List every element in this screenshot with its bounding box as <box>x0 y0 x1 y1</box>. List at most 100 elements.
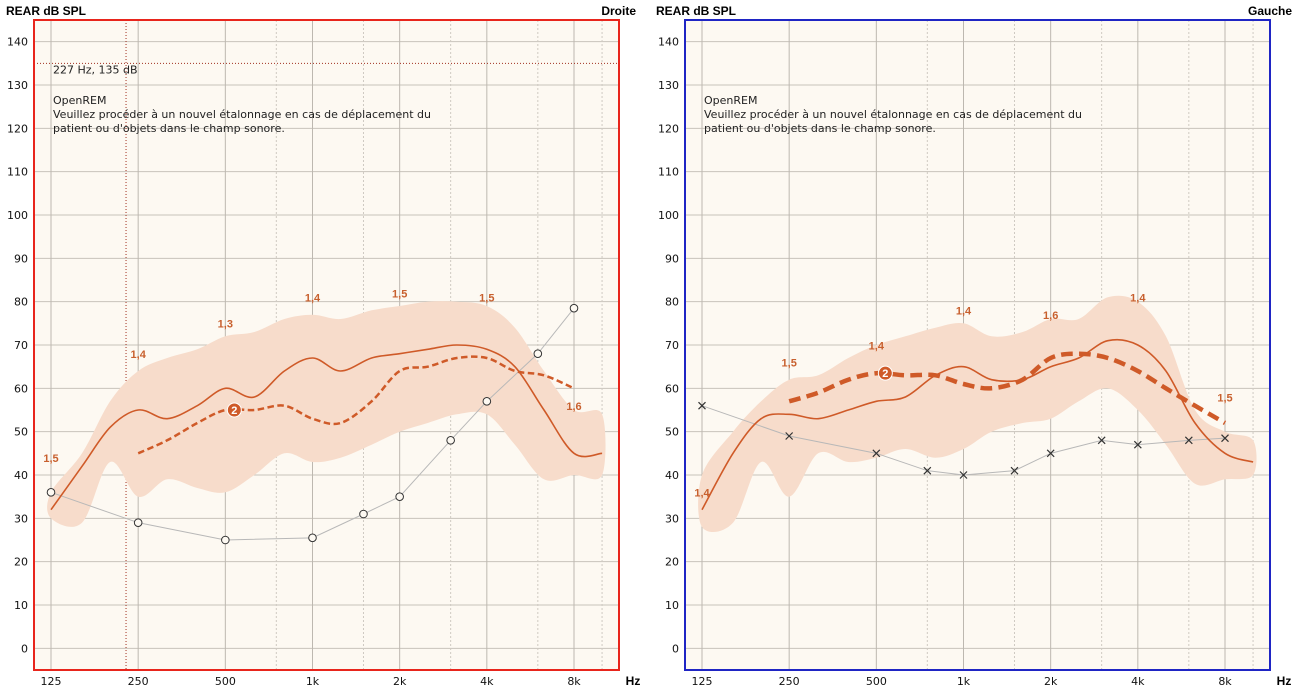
threshold-point <box>698 401 706 410</box>
threshold-point <box>872 449 881 458</box>
x-tick-label: 125 <box>41 675 62 688</box>
threshold-cross-stroke <box>1010 466 1019 475</box>
target-range-band <box>698 295 1257 533</box>
data-label: 1,5 <box>43 453 58 465</box>
y-tick-label: 60 <box>665 382 679 395</box>
threshold-point <box>1184 436 1193 445</box>
y-tick-label: 140 <box>658 36 679 49</box>
y-tick-label: 110 <box>658 166 679 179</box>
plot-frame <box>684 19 1271 671</box>
y-tick-label: 50 <box>14 426 28 439</box>
curve-marker <box>226 402 242 418</box>
x-tick-label: 4k <box>1131 675 1145 688</box>
data-label: 1,5 <box>782 358 797 370</box>
data-label: 1,5 <box>392 288 407 300</box>
curve-marker-label: 2 <box>231 405 237 417</box>
threshold-point <box>923 466 932 475</box>
y-tick-label: 10 <box>14 599 28 612</box>
y-tick-label: 90 <box>665 252 679 265</box>
data-label: 1,4 <box>131 349 147 361</box>
x-unit-label: Hz <box>626 674 641 688</box>
y-tick-label: 80 <box>665 296 679 309</box>
threshold-point <box>482 397 492 406</box>
threshold-point <box>1133 440 1142 449</box>
y-tick-label: 70 <box>665 339 679 352</box>
plot-frame <box>33 19 620 671</box>
measured-curve <box>701 338 1254 511</box>
chart-title: REAR dB SPL <box>6 4 86 18</box>
threshold-point <box>395 492 404 501</box>
threshold-cross-stroke <box>785 432 794 440</box>
x-tick-label: 250 <box>779 675 800 688</box>
y-tick-label: 80 <box>14 296 28 309</box>
threshold-point <box>46 488 56 497</box>
threshold-point <box>1221 434 1229 443</box>
cursor-readout: 227 Hz, 135 dB <box>53 63 138 76</box>
threshold-cross-stroke <box>1133 440 1142 449</box>
y-tick-label: 50 <box>665 426 679 439</box>
y-tick-label: 100 <box>658 209 679 222</box>
threshold-cross-stroke <box>923 466 932 475</box>
threshold-cross-stroke <box>698 401 706 410</box>
threshold-point <box>1097 436 1106 445</box>
x-tick-label: 125 <box>692 675 713 688</box>
side-label: Droite <box>601 4 636 18</box>
threshold-point <box>133 518 143 527</box>
target-curve <box>788 351 1227 425</box>
y-tick-label: 30 <box>665 512 679 525</box>
threshold-point <box>569 303 579 313</box>
threshold-point <box>221 535 230 545</box>
calibration-note-line: patient ou d'objets dans le champ sonore… <box>53 122 285 135</box>
calibration-note-line: Veuillez procéder à un nouvel étalonnage… <box>53 108 431 121</box>
threshold-cross-stroke <box>959 471 968 479</box>
y-tick-label: 70 <box>14 339 28 352</box>
threshold-cross-stroke <box>1184 436 1193 445</box>
calibration-note-line: OpenREM <box>53 94 106 107</box>
chart-title: REAR dB SPL <box>656 4 736 18</box>
x-tick-label: 1k <box>306 675 320 688</box>
x-tick-label: 2k <box>1044 675 1058 688</box>
y-tick-label: 60 <box>14 382 28 395</box>
x-tick-label: 1k <box>957 675 971 688</box>
chart-panel-right: REAR dB SPL Droite14013012011010090807060… <box>6 4 640 688</box>
y-tick-label: 120 <box>658 122 679 135</box>
target-curve <box>137 355 575 455</box>
y-tick-label: 20 <box>665 556 679 569</box>
data-label: 1,3 <box>218 319 233 331</box>
curve-marker <box>877 365 893 381</box>
threshold-point <box>446 436 455 445</box>
y-tick-label: 10 <box>665 599 679 612</box>
data-label: 1,4 <box>956 306 972 318</box>
threshold-point <box>533 349 543 358</box>
y-tick-label: 30 <box>14 512 28 525</box>
threshold-cross-stroke <box>872 449 881 458</box>
chart-panel-left: REAR dB SPL Gauche14013012011010090807060… <box>656 4 1292 688</box>
x-tick-label: 250 <box>128 675 149 688</box>
data-label: 1,5 <box>479 293 494 305</box>
threshold-point <box>959 471 968 479</box>
threshold-cross-stroke <box>1046 449 1055 458</box>
y-tick-label: 110 <box>7 166 28 179</box>
side-label: Gauche <box>1248 4 1292 18</box>
data-label: 1,4 <box>869 340 885 352</box>
threshold-point <box>1010 466 1019 475</box>
calibration-note-line: OpenREM <box>704 94 757 107</box>
calibration-note-line: Veuillez procéder à un nouvel étalonnage… <box>704 108 1082 121</box>
x-tick-label: 2k <box>393 675 407 688</box>
data-label: 1,5 <box>1217 392 1232 404</box>
calibration-note-line: patient ou d'objets dans le champ sonore… <box>704 122 936 135</box>
curve-marker-label: 2 <box>882 368 888 380</box>
x-tick-label: 500 <box>866 675 887 688</box>
x-tick-label: 4k <box>480 675 494 688</box>
y-tick-label: 130 <box>658 79 679 92</box>
x-unit-label: Hz <box>1277 674 1292 688</box>
y-tick-label: 0 <box>672 642 679 655</box>
threshold-point <box>359 509 368 519</box>
threshold-point <box>785 432 794 440</box>
threshold-point <box>308 533 317 543</box>
x-tick-label: 8k <box>567 675 581 688</box>
data-label: 1,4 <box>694 488 710 500</box>
x-tick-label: 500 <box>215 675 236 688</box>
y-tick-label: 0 <box>21 642 28 655</box>
